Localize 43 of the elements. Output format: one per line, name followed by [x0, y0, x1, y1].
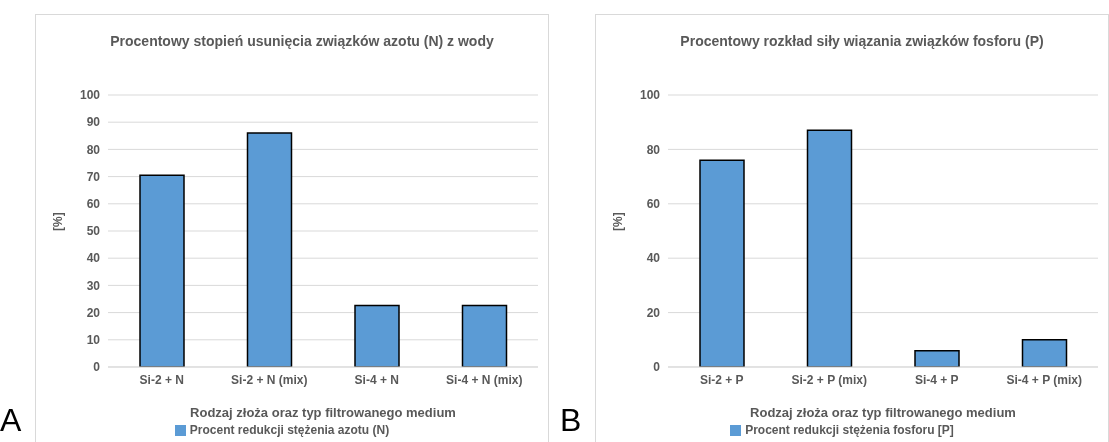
x-axis-title: Rodzaj złoża oraz typ filtrowanego medium [190, 405, 456, 420]
x-tick-label: Si-4 + N [354, 372, 399, 387]
legend-label: Procent redukcji stężenia fosforu [P] [745, 423, 954, 437]
y-axis-title: [%] [51, 212, 66, 231]
y-tick-label: 20 [86, 305, 101, 320]
y-tick-label: 100 [639, 88, 661, 103]
bar [139, 174, 185, 367]
y-tick-label: 40 [646, 251, 661, 266]
y-tick-label: 0 [653, 360, 661, 375]
y-axis-title: [%] [611, 212, 626, 231]
y-tick-label: 90 [86, 115, 101, 130]
y-tick-label: 10 [86, 333, 101, 348]
text: A [0, 402, 22, 438]
y-tick-label: 70 [86, 169, 101, 184]
y-tick-label: 80 [646, 142, 661, 157]
y-tick-label: 60 [646, 197, 661, 212]
bar [354, 304, 400, 367]
x-tick-label: Si-2 + P [699, 372, 744, 387]
x-tick-label: Si-4 + N (mix) [446, 372, 523, 387]
x-axis-title: Rodzaj złoża oraz typ filtrowanego medium [750, 405, 1016, 420]
bar [699, 159, 745, 367]
x-tick-label: Si-2 + P (mix) [791, 372, 867, 387]
y-tick-label: 40 [86, 251, 101, 266]
y-tick-label: 20 [646, 305, 661, 320]
y-tick-label: 0 [93, 360, 101, 375]
x-tick-label: Si-2 + N (mix) [231, 372, 308, 387]
y-tick-label: 30 [86, 278, 101, 293]
chart-title: Procentowy stopień usunięcia związków azotu (N) z wody [109, 32, 495, 51]
bar [914, 349, 960, 367]
chart-title: Procentowy rozkład siły wiązania związków fosforu (P) [679, 32, 1045, 51]
bar [806, 129, 853, 367]
y-tick-label: 60 [86, 197, 101, 212]
x-tick-label: Si-2 + N [139, 372, 184, 387]
y-tick-label: 50 [86, 224, 101, 239]
x-tick-label: Si-4 + P (mix) [1006, 372, 1082, 387]
text: B [560, 402, 582, 438]
bar [246, 132, 293, 367]
legend-label: Procent redukcji stężenia azotu (N) [189, 423, 390, 437]
bar [461, 304, 508, 367]
y-tick-label: 100 [79, 88, 101, 103]
y-tick-label: 80 [86, 142, 101, 157]
x-tick-label: Si-4 + P [914, 372, 959, 387]
bar [1021, 339, 1068, 367]
